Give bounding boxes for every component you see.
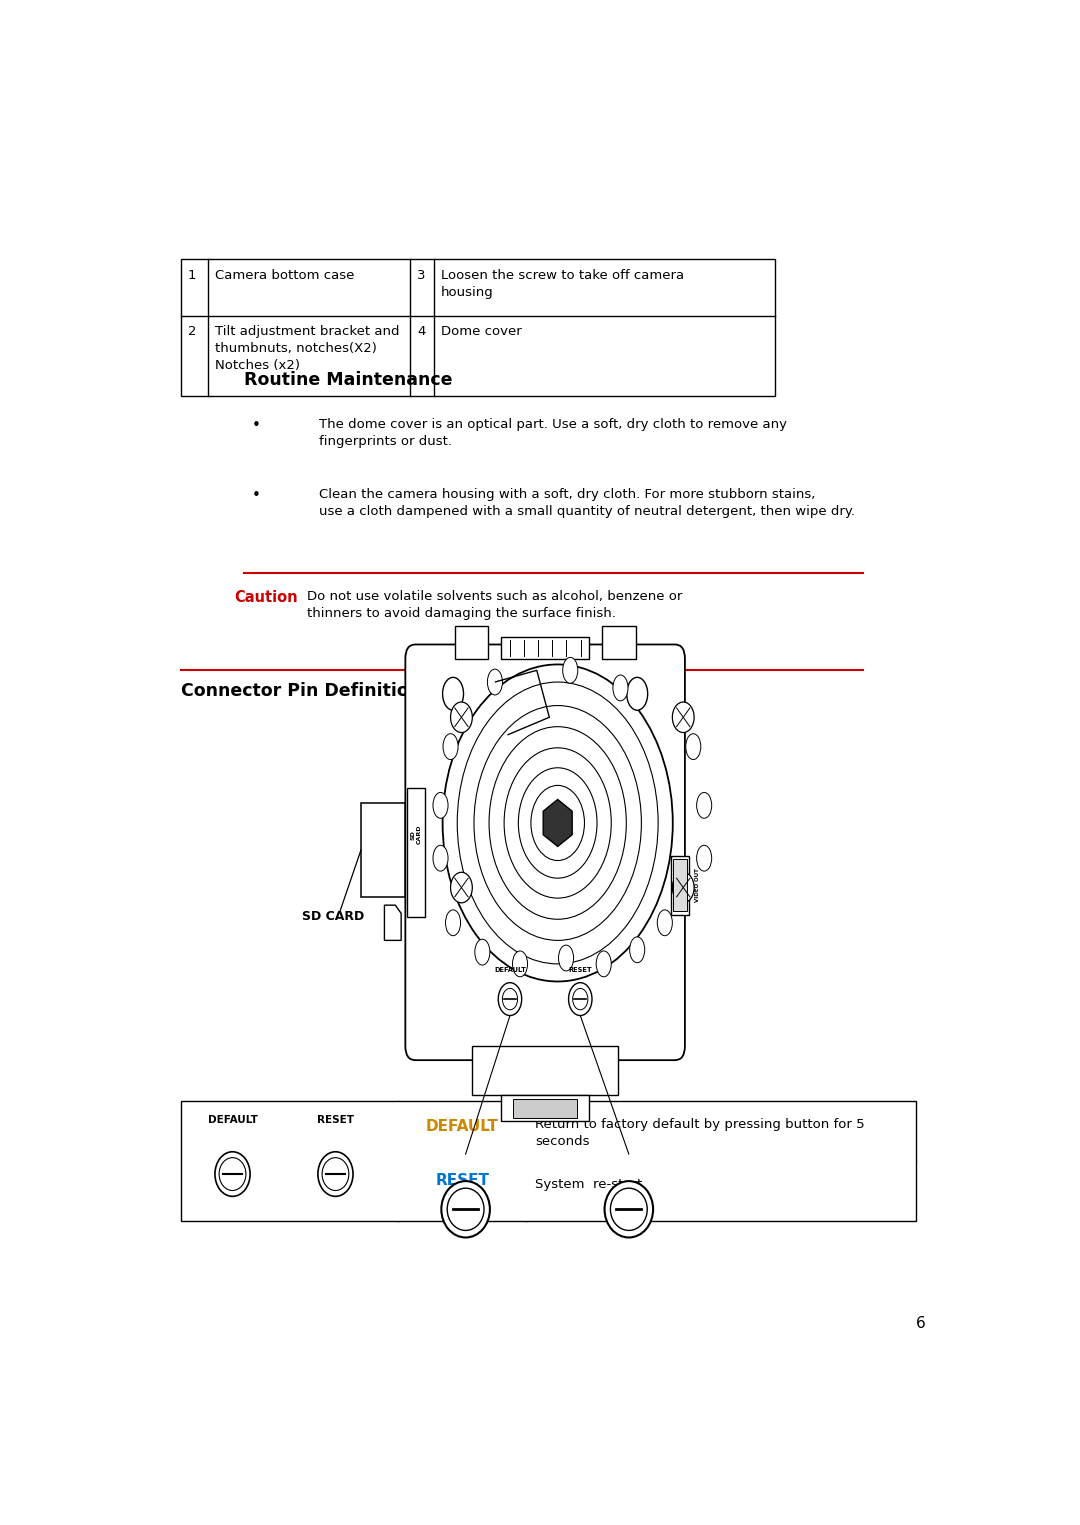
Text: Caution: Caution (234, 590, 298, 605)
Ellipse shape (605, 1180, 653, 1237)
Text: Camera bottom case: Camera bottom case (215, 268, 354, 282)
Text: DEFAULT: DEFAULT (494, 967, 526, 973)
Bar (513, 1100, 577, 1118)
Ellipse shape (443, 665, 673, 982)
Ellipse shape (513, 952, 527, 978)
Circle shape (673, 702, 694, 732)
Text: Routine Maintenance: Routine Maintenance (244, 371, 453, 389)
Text: System  re-start: System re-start (535, 1177, 642, 1191)
Text: DEFAULT: DEFAULT (429, 1150, 502, 1165)
Bar (501, 637, 589, 659)
Text: Return to factory default by pressing button for 5
seconds: Return to factory default by pressing bu… (535, 1118, 864, 1148)
Text: Loosen the screw to take off camera
housing: Loosen the screw to take off camera hous… (441, 268, 684, 299)
Bar (671, 856, 689, 915)
Text: RESET: RESET (435, 1173, 489, 1188)
Ellipse shape (215, 1151, 251, 1197)
Ellipse shape (446, 910, 460, 936)
Circle shape (568, 982, 592, 1016)
Bar (602, 625, 635, 659)
Circle shape (498, 982, 522, 1016)
Ellipse shape (613, 676, 627, 702)
Text: VIDEO OUT: VIDEO OUT (694, 868, 700, 903)
Text: DEFAULT: DEFAULT (426, 1119, 499, 1135)
Text: •: • (253, 418, 261, 433)
Text: SD
CARD: SD CARD (410, 825, 421, 845)
Ellipse shape (433, 845, 448, 871)
Ellipse shape (610, 1188, 647, 1231)
Text: RESET: RESET (568, 967, 592, 973)
Ellipse shape (558, 946, 573, 971)
Text: 1: 1 (188, 268, 197, 282)
Bar (673, 860, 687, 910)
Ellipse shape (630, 936, 645, 962)
Text: 6: 6 (916, 1316, 926, 1331)
Bar (181, 259, 775, 395)
Ellipse shape (442, 1180, 490, 1237)
Ellipse shape (475, 939, 490, 965)
Polygon shape (543, 799, 572, 846)
Ellipse shape (487, 669, 502, 695)
Ellipse shape (322, 1157, 349, 1191)
Circle shape (450, 702, 472, 732)
Text: DEFAULT: DEFAULT (207, 1115, 257, 1125)
Circle shape (502, 988, 517, 1010)
Text: RESET: RESET (316, 1115, 354, 1125)
Text: 3: 3 (417, 268, 426, 282)
Circle shape (450, 872, 472, 903)
Bar (501, 1095, 589, 1121)
Ellipse shape (563, 657, 578, 683)
Polygon shape (384, 906, 401, 941)
Text: •: • (253, 488, 261, 503)
Ellipse shape (697, 845, 712, 871)
Ellipse shape (697, 793, 712, 819)
Text: Dome cover: Dome cover (441, 325, 522, 339)
Text: Connector Pin Definition: Connector Pin Definition (181, 682, 421, 700)
FancyBboxPatch shape (405, 645, 685, 1060)
Text: SD CARD: SD CARD (302, 910, 365, 924)
Text: 4: 4 (417, 325, 426, 339)
Ellipse shape (318, 1151, 353, 1197)
Ellipse shape (658, 910, 673, 936)
Ellipse shape (686, 734, 701, 759)
Bar (361, 804, 405, 897)
Ellipse shape (219, 1157, 246, 1191)
Bar (181, 1101, 916, 1222)
Ellipse shape (596, 952, 611, 978)
Text: RESET: RESET (602, 1150, 656, 1165)
Bar (407, 788, 426, 917)
Ellipse shape (626, 677, 648, 711)
Ellipse shape (447, 1188, 484, 1231)
Text: Tilt adjustment bracket and
thumbnuts, notches(X2)
Notches (x2): Tilt adjustment bracket and thumbnuts, n… (215, 325, 399, 372)
Text: Do not use volatile solvents such as alcohol, benzene or
thinners to avoid damag: Do not use volatile solvents such as alc… (307, 590, 681, 621)
Bar (472, 1046, 619, 1095)
Text: Clean the camera housing with a soft, dry cloth. For more stubborn stains,
use a: Clean the camera housing with a soft, dr… (320, 488, 855, 518)
Circle shape (673, 872, 694, 903)
Circle shape (572, 988, 588, 1010)
Ellipse shape (443, 734, 458, 759)
Ellipse shape (433, 793, 448, 819)
Text: The dome cover is an optical part. Use a soft, dry cloth to remove any
fingerpri: The dome cover is an optical part. Use a… (320, 418, 787, 448)
Ellipse shape (443, 677, 463, 711)
Bar (455, 625, 488, 659)
Text: 2: 2 (188, 325, 197, 339)
